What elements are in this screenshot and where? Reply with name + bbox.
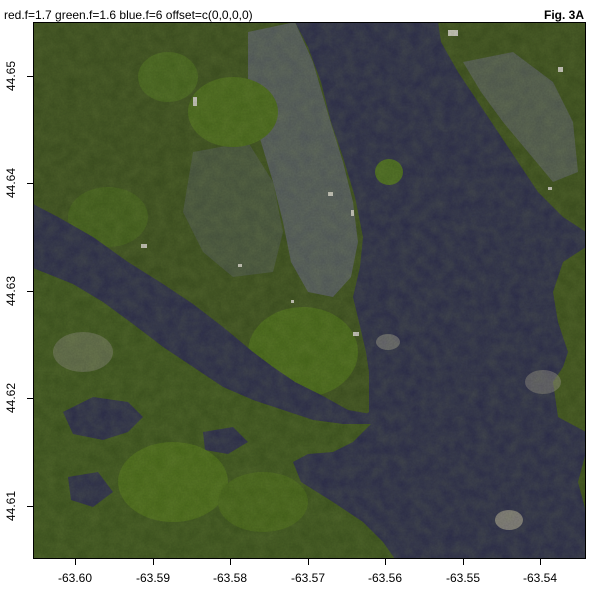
params-text: red.f=1.7 green.f=1.6 blue.f=6 offset=c(…: [4, 8, 253, 22]
y-tick-label: 44.63: [4, 275, 18, 307]
x-tick-label: -63.56: [367, 571, 403, 585]
x-tick-label: -63.60: [57, 571, 93, 585]
x-tick: [540, 559, 541, 565]
y-tick-label: 44.61: [4, 490, 18, 522]
x-tick: [308, 559, 309, 565]
x-tick-label: -63.57: [290, 571, 326, 585]
y-tick: [27, 291, 33, 292]
x-tick: [385, 559, 386, 565]
y-tick-label: 44.62: [4, 382, 18, 414]
y-tick-label: 44.64: [4, 167, 18, 199]
x-tick: [230, 559, 231, 565]
y-tick-label: 44.65: [4, 60, 18, 92]
x-tick-label: -63.54: [522, 571, 558, 585]
x-tick-label: -63.58: [212, 571, 248, 585]
y-tick: [27, 398, 33, 399]
x-tick: [75, 559, 76, 565]
x-tick-label: -63.59: [135, 571, 171, 585]
y-tick: [27, 76, 33, 77]
x-tick: [153, 559, 154, 565]
x-tick-label: -63.55: [445, 571, 481, 585]
x-tick: [463, 559, 464, 565]
figure-label: Fig. 3A: [543, 8, 584, 22]
satellite-image: [33, 22, 586, 559]
y-tick: [27, 183, 33, 184]
y-tick: [27, 506, 33, 507]
